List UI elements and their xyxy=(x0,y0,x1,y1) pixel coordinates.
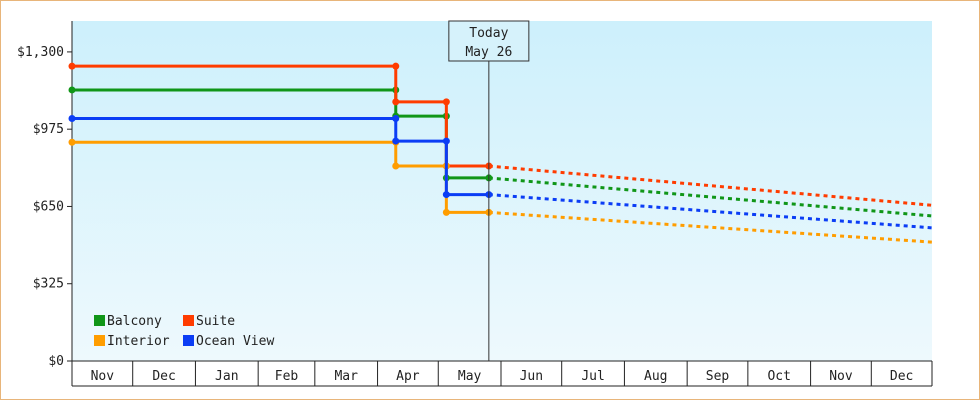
series-ocean-view-forecast xyxy=(488,193,933,230)
x-tick-label: Jul xyxy=(581,369,604,384)
x-tick-label: Nov xyxy=(829,369,853,384)
series-ocean-view-point xyxy=(442,137,450,145)
legend: Balcony Suite Interior Ocean View xyxy=(94,314,274,349)
series-layer xyxy=(68,62,933,244)
axes: $0 $325 $650 $975 $1,300 Nov Dec Jan Feb Mar Apr Ma… xyxy=(17,21,933,387)
x-tick-label: Apr xyxy=(396,369,420,384)
series-balcony-line xyxy=(72,88,489,180)
legend-label: Interior xyxy=(107,334,170,349)
series-interior-point xyxy=(392,162,400,170)
series-ocean-view-point xyxy=(442,191,450,199)
series-interior-line xyxy=(72,140,489,214)
series-suite-point xyxy=(442,98,450,106)
legend-swatch xyxy=(183,335,194,346)
x-tick-label: Dec xyxy=(152,369,175,384)
x-tick-label: Oct xyxy=(767,369,790,384)
x-tick-label: Nov xyxy=(91,369,115,384)
series-suite-line xyxy=(72,64,489,168)
today-label: Today xyxy=(469,26,508,41)
x-tick-label: Mar xyxy=(334,369,358,384)
series-interior-point xyxy=(442,208,450,216)
series-ocean-view-point xyxy=(68,114,76,122)
x-tick-label: Dec xyxy=(890,369,913,384)
series-ocean-view-point xyxy=(392,114,400,122)
x-tick-label: Aug xyxy=(644,369,667,384)
legend-swatch xyxy=(94,335,105,346)
plot-area xyxy=(72,21,932,361)
series-suite-forecast xyxy=(488,164,933,207)
legend-label: Suite xyxy=(196,314,235,329)
y-tick-label: $650 xyxy=(33,199,64,214)
legend-label: Ocean View xyxy=(196,334,274,349)
y-tick-label: $975 xyxy=(33,122,64,137)
series-suite-point xyxy=(68,62,76,70)
legend-swatch xyxy=(183,315,194,326)
series-suite-point xyxy=(392,62,400,70)
series-balcony-forecast xyxy=(488,176,933,218)
series-balcony-point xyxy=(68,86,76,94)
series-interior-forecast xyxy=(488,210,933,244)
today-marker: Today May 26 xyxy=(448,20,530,361)
today-date: May 26 xyxy=(465,45,512,60)
x-tick-label: Sep xyxy=(706,369,730,384)
x-tick-label: Feb xyxy=(275,369,299,384)
legend-swatch xyxy=(94,315,105,326)
x-tick-label: Jan xyxy=(215,369,238,384)
y-tick-label: $1,300 xyxy=(17,45,64,60)
series-ocean-view-point xyxy=(392,137,400,145)
legend-label: Balcony xyxy=(107,314,162,329)
x-tick-label: Jun xyxy=(520,369,543,384)
series-interior-point xyxy=(68,138,76,146)
today-box xyxy=(448,20,530,62)
series-ocean-view-line xyxy=(72,116,489,197)
x-tick-label: May xyxy=(458,369,482,384)
y-tick-label: $325 xyxy=(33,277,64,292)
series-suite-point xyxy=(392,98,400,106)
y-tick-label: $0 xyxy=(48,354,64,369)
